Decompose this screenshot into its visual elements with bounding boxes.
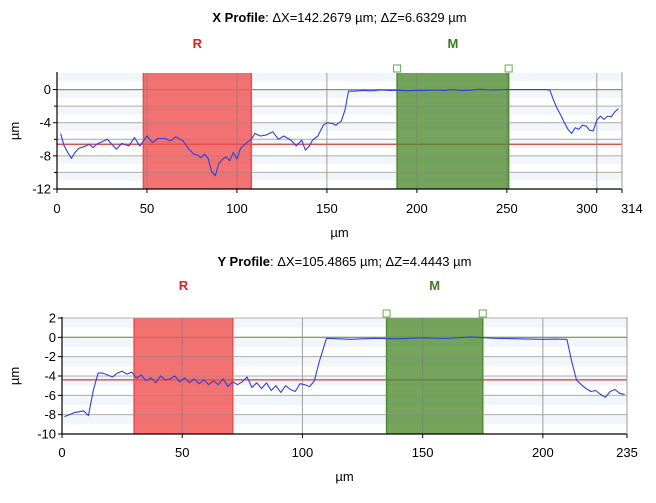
x-profile-x-axis-label: µm	[330, 225, 348, 240]
x-profile-grid-band	[57, 180, 622, 189]
x-profile-grid-band	[57, 131, 622, 140]
y-profile-grid-band	[62, 327, 627, 338]
y-profile-grid-band	[62, 366, 627, 376]
x-profile-x-tick-label: 0	[53, 201, 60, 216]
x-profile-y-tick-label: 0	[44, 82, 51, 97]
y-profile-region-r	[134, 318, 233, 434]
y-profile-y-tick-label: 2	[49, 311, 56, 326]
x-profile-x-tick-label: 250	[496, 201, 518, 216]
y-profile-y-tick-label: 0	[49, 330, 56, 345]
x-profile-region-m-handle-0	[393, 64, 402, 73]
y-profile-title-name: Y Profile	[218, 254, 271, 269]
y-profile-x-axis-label: µm	[335, 469, 353, 484]
x-profile-grid-band	[57, 97, 622, 107]
y-profile-chart: Y Profile: ΔX=105.4865 µm; ΔZ=4.4443 µm R…	[7, 254, 638, 484]
x-profile-x-tick-label: 200	[406, 201, 428, 216]
x-profile-title-detail: : ΔX=142.2679 µm; ΔZ=6.6329 µm	[265, 10, 466, 25]
x-profile-y-axis-label: µm	[7, 122, 22, 140]
y-profile-x-tick-label: 235	[616, 445, 638, 460]
x-profile-grid-band	[57, 164, 622, 173]
x-profile-y-tick-label: -8	[39, 148, 51, 163]
y-profile-y-axis-label: µm	[7, 367, 22, 385]
y-profile-x-tick-label: 150	[412, 445, 434, 460]
x-profile-grid-band	[57, 114, 622, 123]
x-profile-series-line-0	[60, 88, 619, 177]
x-profile-title-name: X Profile	[212, 10, 265, 25]
y-profile-y-tick-label: -4	[44, 369, 56, 384]
y-profile-grid-band	[62, 424, 627, 434]
y-profile-region-m-handle-0	[382, 309, 391, 318]
x-profile-region-m-handle-1	[504, 64, 513, 73]
y-profile-y-tick-label: -8	[44, 407, 56, 422]
y-profile-grid-band	[62, 385, 627, 396]
y-profile-y-tick-label: -6	[44, 388, 56, 403]
y-profile-region-r-label: R	[179, 278, 189, 293]
y-profile-grid-band	[62, 405, 627, 415]
x-profile-grid-band	[57, 147, 622, 156]
y-profile-series-line-0	[64, 336, 625, 418]
y-profile-region-m-label: M	[429, 278, 440, 293]
x-profile-x-tick-label: 100	[226, 201, 248, 216]
y-profile-y-tick-label: -10	[37, 427, 56, 442]
y-profile-x-tick-label: 200	[532, 445, 554, 460]
y-profile-y-tick-label: -2	[44, 349, 56, 364]
x-profile-title: X Profile: ΔX=142.2679 µm; ΔZ=6.6329 µm	[212, 10, 466, 25]
x-profile-x-tick-label: 50	[140, 201, 154, 216]
x-profile-x-tick-label: 314	[621, 201, 643, 216]
x-profile-chart: X Profile: ΔX=142.2679 µm; ΔZ=6.6329 µm R…	[7, 10, 643, 240]
x-profile-x-tick-label: 300	[576, 201, 598, 216]
x-profile-region-r	[143, 73, 252, 189]
y-profile-x-tick-label: 0	[58, 445, 65, 460]
x-profile-y-tick-label: -4	[39, 115, 51, 130]
x-profile-y-tick-label: -12	[32, 182, 51, 197]
x-profile-region-r-label: R	[193, 36, 203, 51]
y-profile-grid-band	[62, 347, 627, 357]
y-profile-region-m-handle-1	[478, 309, 487, 318]
y-profile-x-tick-label: 50	[175, 445, 189, 460]
y-profile-x-tick-label: 100	[292, 445, 314, 460]
y-profile-title: Y Profile: ΔX=105.4865 µm; ΔZ=4.4443 µm	[218, 254, 472, 269]
x-profile-grid-band	[57, 81, 622, 90]
x-profile-x-tick-label: 150	[316, 201, 338, 216]
x-profile-region-m-label: M	[447, 36, 458, 51]
x-profile-region-m	[397, 73, 509, 189]
y-profile-title-detail: : ΔX=105.4865 µm; ΔZ=4.4443 µm	[270, 254, 471, 269]
